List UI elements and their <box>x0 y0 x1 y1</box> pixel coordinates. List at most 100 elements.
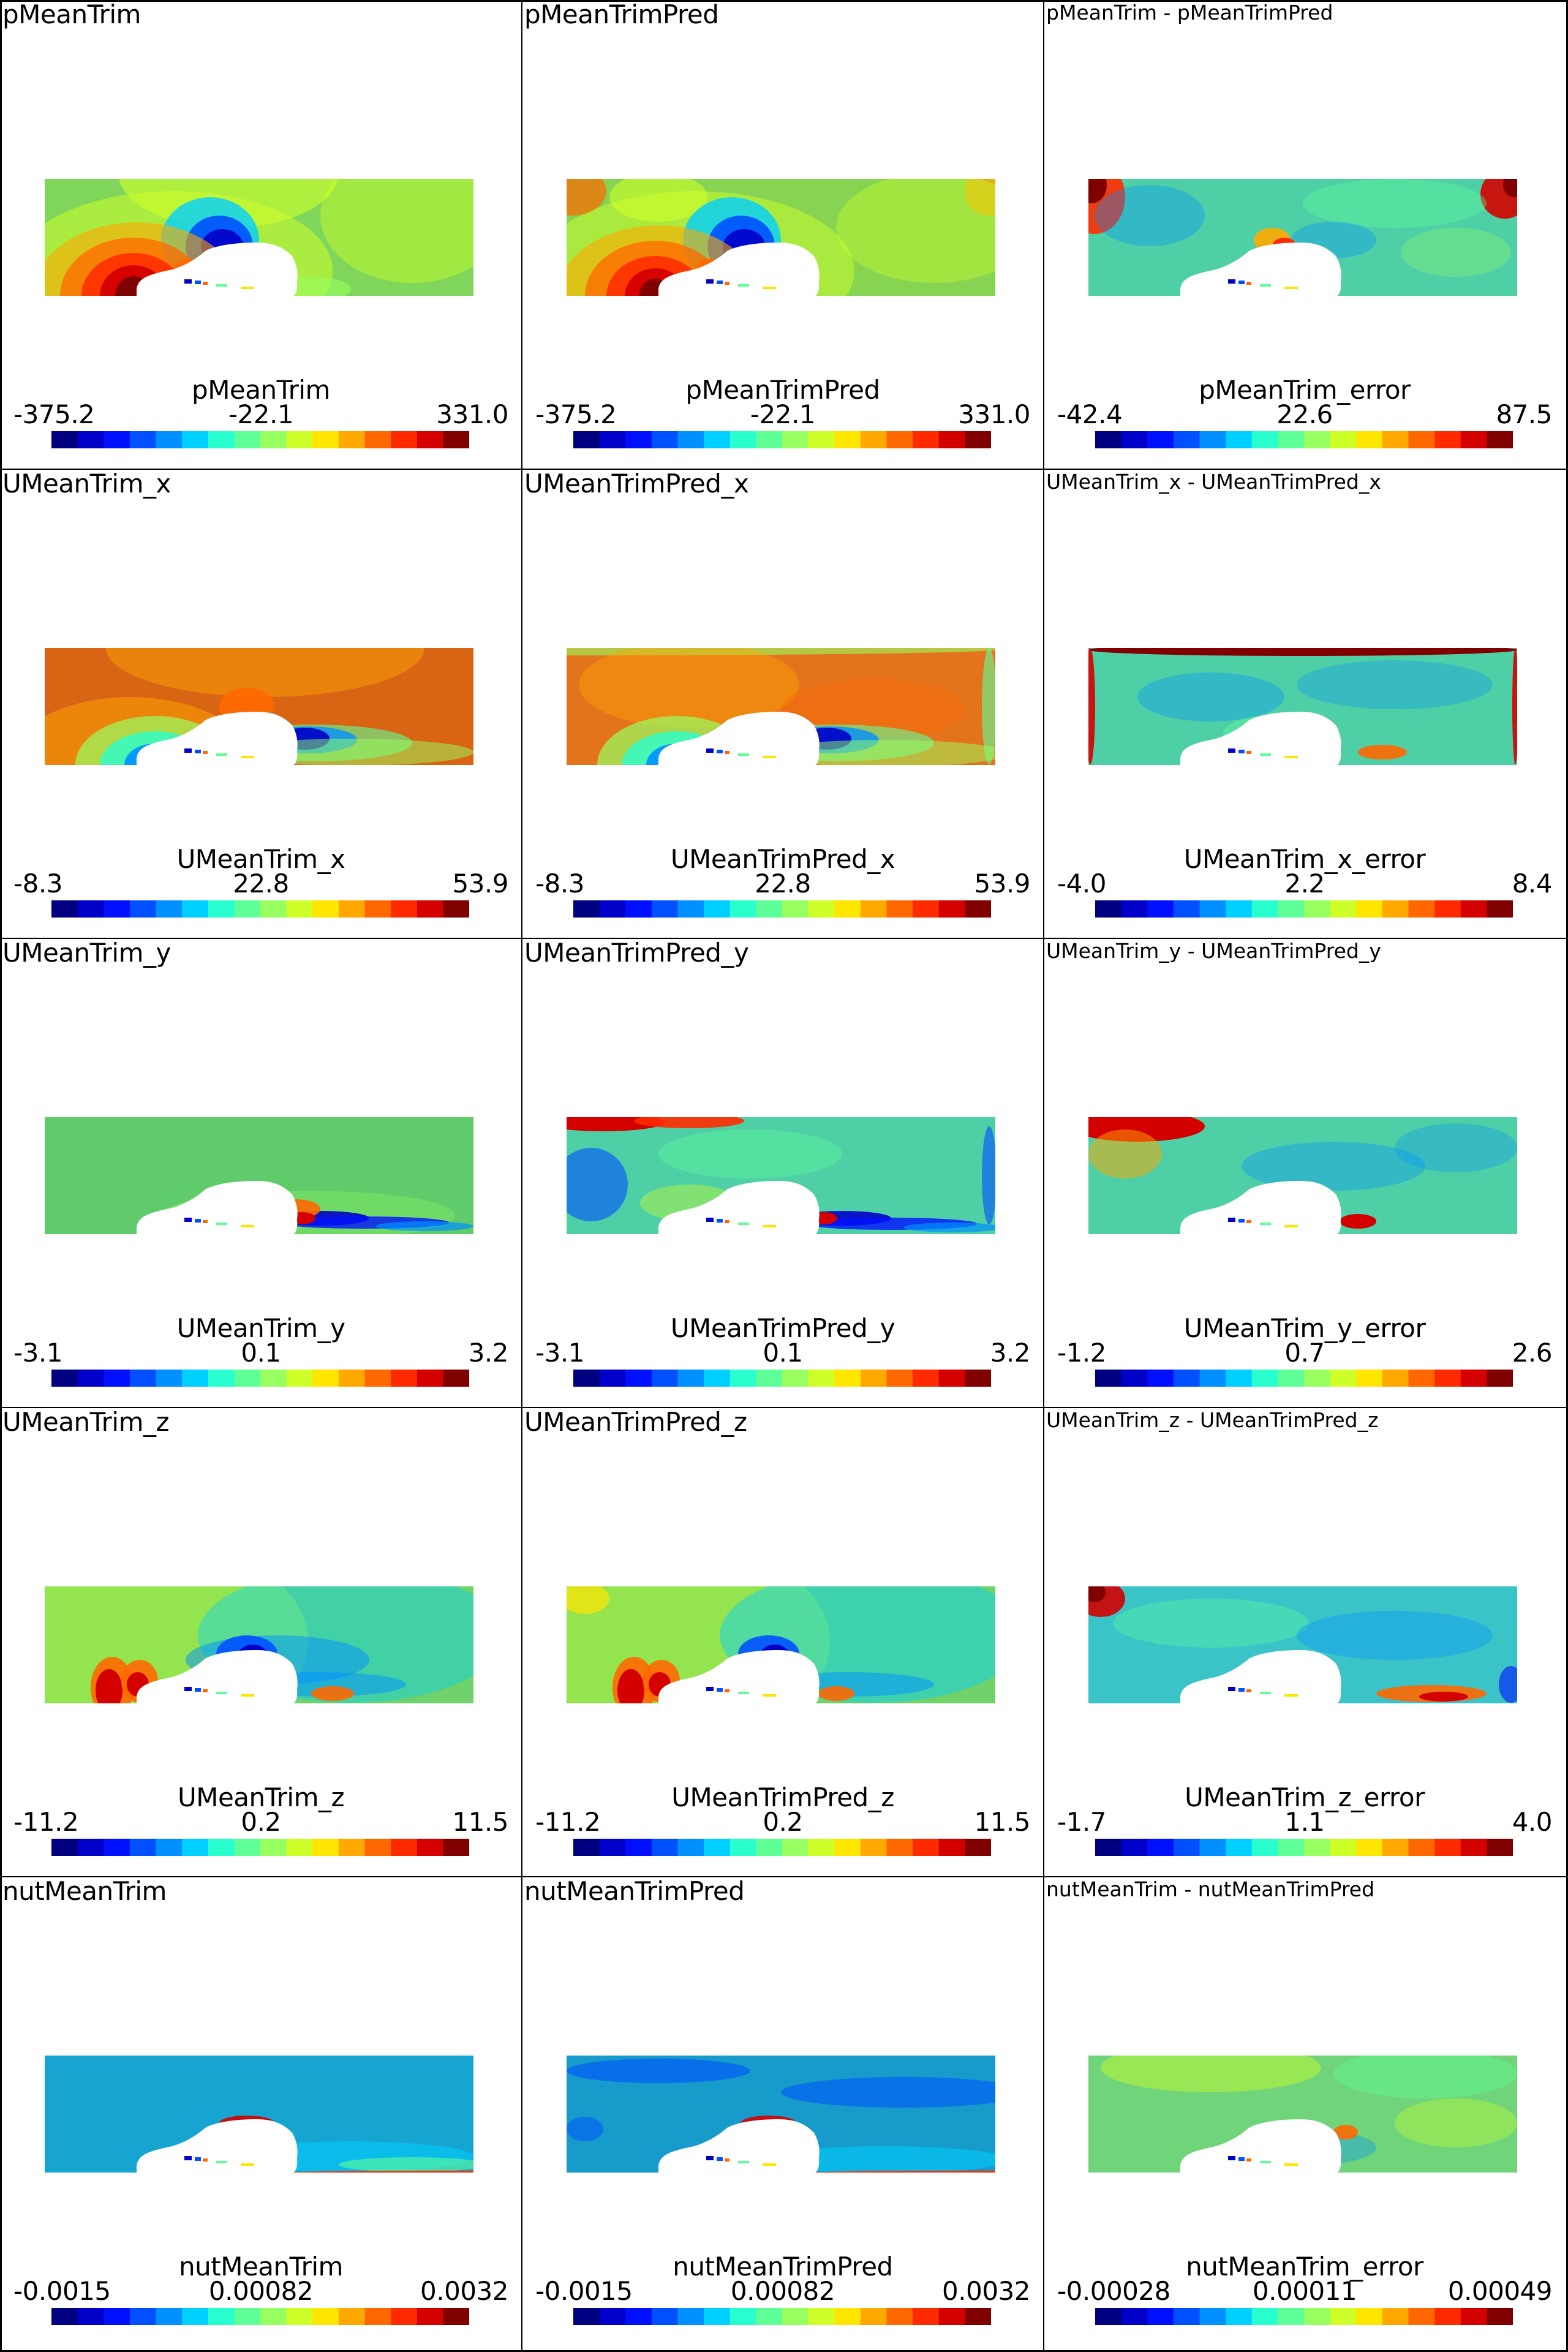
colorbar-segment <box>1251 900 1278 918</box>
underbody-detail <box>241 1694 254 1697</box>
underbody-detail <box>195 281 201 284</box>
colorbar-segment <box>651 1370 678 1387</box>
colorbar-segment <box>312 1370 339 1387</box>
field-contour-region <box>763 740 995 765</box>
field-panel: nutMeanTrim nutMeanTrim -0.0015 0.00082 0.00… <box>0 1877 522 2346</box>
colorbar-segment <box>104 1370 130 1387</box>
colorbar-min-label: -0.00028 <box>1057 2276 1170 2306</box>
car-silhouette <box>137 1181 298 1234</box>
flow-field-plot <box>1088 1586 1517 1703</box>
field-contour-region <box>903 1223 995 1232</box>
colorbar-segment <box>1382 1839 1409 1856</box>
colorbar-segment <box>808 431 835 448</box>
underbody-detail <box>725 751 729 754</box>
underbody-detail <box>1238 281 1245 284</box>
colorbar-segment <box>913 1839 940 1856</box>
colorbar-segment <box>625 1839 652 1856</box>
field-panel: UMeanTrim_x UMeanTrim_x -8.3 22.8 53.9 <box>0 469 522 938</box>
colorbar-segment <box>234 1839 261 1856</box>
colorbar-segment <box>234 2308 261 2325</box>
colorbar-segment <box>938 1370 965 1387</box>
colorbar-segment <box>208 900 235 918</box>
underbody-detail <box>717 1688 723 1692</box>
underbody-detail <box>195 2157 201 2161</box>
colorbar-segment <box>1095 431 1122 448</box>
colorbar-mid-label: 0.2 <box>763 1807 803 1837</box>
colorbar-segment <box>782 2308 809 2325</box>
colorbar-segment <box>338 1370 365 1387</box>
car-silhouette <box>1180 712 1341 765</box>
colorbar-segment <box>208 2308 235 2325</box>
colorbar-segment <box>156 900 183 918</box>
colorbar-segment <box>51 1370 78 1387</box>
colorbar <box>573 900 991 918</box>
colorbar <box>51 1370 469 1387</box>
colorbar-segment <box>834 2308 861 2325</box>
underbody-detail <box>1260 2161 1271 2163</box>
field-contour-region <box>1395 2098 1517 2147</box>
underbody-detail <box>184 1687 192 1691</box>
underbody-detail <box>1228 1687 1235 1691</box>
field-contour-region <box>658 1129 842 1178</box>
colorbar <box>1095 1839 1513 1856</box>
colorbar-title: nutMeanTrim_error <box>1186 2252 1423 2282</box>
underbody-detail <box>763 1225 776 1227</box>
field-contour-region <box>567 1586 609 1614</box>
colorbar-min-label: -11.2 <box>535 1807 601 1837</box>
colorbar-segment <box>1434 900 1461 918</box>
colorbar-segment <box>573 1370 600 1387</box>
colorbar-max-label: 3.2 <box>468 1338 509 1368</box>
colorbar-segment <box>51 431 78 448</box>
flow-field-slice <box>45 1117 473 1234</box>
colorbar-mid-label: -22.1 <box>750 399 816 429</box>
colorbar-segment <box>1304 1839 1331 1856</box>
colorbar-segment <box>704 900 731 918</box>
colorbar-segment <box>1147 1370 1174 1387</box>
field-panel: UMeanTrim_y UMeanTrim_y -3.1 0.1 3.2 <box>0 938 522 1408</box>
field-contour-region <box>1395 1123 1517 1172</box>
colorbar <box>573 1839 991 1856</box>
colorbar-min-label: -11.2 <box>13 1807 79 1837</box>
underbody-detail <box>738 753 749 756</box>
field-contour-region <box>781 2077 995 2108</box>
colorbar-segment <box>599 1839 626 1856</box>
colorbar-segment <box>1173 900 1200 918</box>
field-contour-region <box>567 648 995 655</box>
colorbar-segment <box>338 2308 365 2325</box>
field-contour-region <box>106 648 424 697</box>
colorbar-segment <box>704 1370 731 1387</box>
colorbar-segment <box>651 1839 678 1856</box>
underbody-detail <box>1238 750 1245 753</box>
colorbar-gradient <box>51 900 469 918</box>
grid-divider <box>0 469 1568 470</box>
colorbar-segment <box>286 900 313 918</box>
colorbar-gradient <box>573 1370 991 1387</box>
colorbar-segment <box>808 1370 835 1387</box>
colorbar-segment <box>1278 1839 1305 1856</box>
colorbar-segment <box>338 431 365 448</box>
colorbar-segment <box>965 1839 991 1856</box>
field-contour-region <box>1333 2125 1358 2139</box>
colorbar-segment <box>677 1370 704 1387</box>
colorbar-segment <box>260 900 287 918</box>
panel-title: UMeanTrim_y - UMeanTrimPred_y <box>1046 939 1381 963</box>
colorbar-segment <box>1460 1370 1487 1387</box>
field-contour-region <box>1401 228 1511 277</box>
field-contour-region <box>1101 2056 1321 2092</box>
colorbar-gradient <box>1095 1370 1513 1387</box>
flow-field-slice <box>1088 2056 1517 2173</box>
underbody-detail <box>216 2161 227 2163</box>
colorbar-segment <box>704 1839 731 1856</box>
colorbar-segment <box>886 1370 913 1387</box>
flow-field-slice <box>45 2056 473 2173</box>
colorbar-segment <box>1434 431 1461 448</box>
colorbar-segment <box>808 900 835 918</box>
field-panel: UMeanTrim_x - UMeanTrimPred_x UMeanTrim_x… <box>1044 469 1566 938</box>
colorbar-segment <box>77 2308 104 2325</box>
flow-field-slice <box>567 1586 995 1703</box>
underbody-detail <box>1228 1218 1235 1222</box>
colorbar-segment <box>260 1370 287 1387</box>
colorbar-segment <box>677 2308 704 2325</box>
colorbar-segment <box>391 900 418 918</box>
colorbar-segment <box>834 1370 861 1387</box>
